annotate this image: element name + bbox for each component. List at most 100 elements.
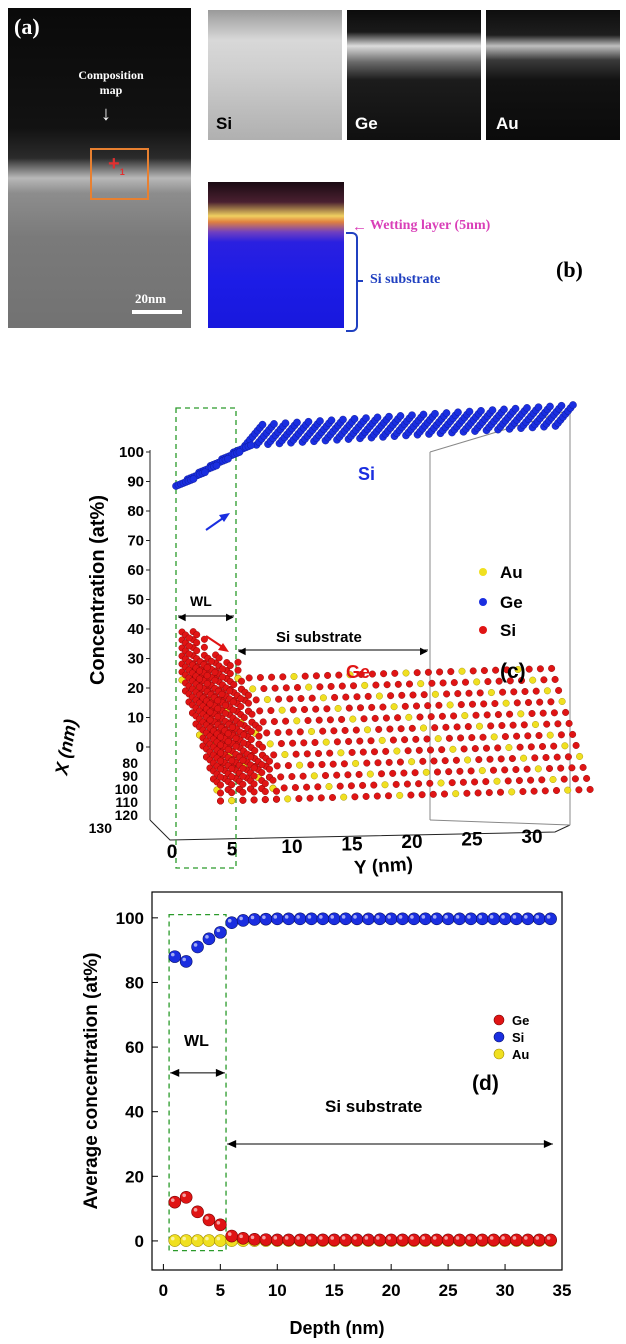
panel-c-z-tick-label: 90: [127, 474, 144, 491]
panel-c-ge-point: [385, 792, 393, 800]
panel-c-ge-point: [568, 764, 576, 772]
panel-c-z-tick-label: 100: [119, 444, 144, 461]
panel-c-si-point: [523, 404, 531, 412]
panel-c-substrate-arrow-right: ▶: [420, 646, 428, 657]
panel-c-ge-point: [484, 678, 492, 686]
ge-tile-label: Ge: [355, 114, 378, 133]
panel-c-si-point: [281, 419, 290, 427]
panel-c-ge-point: [352, 726, 360, 734]
panel-c-ge-point: [318, 761, 326, 769]
panel-c-ge-point: [214, 713, 222, 721]
panel-c-si-point: [362, 414, 370, 422]
panel-c-ge-point: [345, 737, 353, 745]
substrate-label: Si substrate: [370, 272, 441, 287]
panel-c-ge-point: [436, 668, 444, 676]
composition-map-annotation: Composition map: [66, 68, 156, 98]
panel-c-si-point: [511, 404, 520, 413]
panel-c-legend-au: Au: [500, 563, 523, 582]
panel-c-legend-si-marker: [479, 626, 487, 634]
panel-c-au-point: [305, 683, 313, 691]
panel-c-ge-point: [536, 698, 544, 706]
panel-c-z-tick-label: 10: [127, 710, 144, 727]
panel-c-au-point: [561, 742, 569, 750]
panel-c-ge-point: [392, 780, 400, 788]
panel-c-au-point: [402, 669, 410, 677]
panel-c-ge-point: [452, 756, 460, 764]
panel-d-x-tick-label: 20: [382, 1281, 401, 1300]
panel-c-ge-point: [284, 762, 292, 770]
panel-c-si-point: [454, 408, 462, 417]
panel-c-ge-point: [338, 715, 346, 723]
panel-c-ge-point: [214, 705, 222, 713]
panel-c-ge-point: [457, 734, 465, 742]
panel-c-ge-point: [216, 757, 224, 765]
panel-c-ge-point: [501, 733, 509, 741]
panel-c-ge-point: [331, 693, 339, 701]
panel-c-au-point: [473, 678, 481, 686]
panel-d-x-tick-label: 0: [159, 1281, 168, 1300]
panel-c-ge-point: [524, 732, 532, 740]
panel-c-ge-point: [234, 658, 242, 666]
panel-d-si-point: [475, 912, 489, 926]
panel-d-ge-point: [259, 1233, 273, 1246]
down-arrow-icon: ↓: [101, 103, 111, 125]
panel-c-au-point: [340, 793, 348, 801]
panel-c-ge-point: [371, 748, 379, 756]
panel-c-au-point: [337, 749, 345, 757]
panel-c-ge-point: [263, 729, 271, 737]
panel-c-si-point: [247, 441, 255, 450]
substrate-bracket-tick: [357, 280, 363, 282]
panel-c-ge-point: [469, 667, 477, 675]
panel-d-plot-area: [151, 891, 563, 1271]
panel-d-point-highlight: [421, 1236, 426, 1240]
panel-c-ge-point: [401, 736, 409, 744]
panel-c-ge-point: [548, 664, 556, 672]
panel-c-ge-point: [394, 714, 402, 722]
panel-c-ge-point: [419, 757, 427, 765]
panel-c-ge-point: [350, 682, 358, 690]
panel-c-ge-point: [357, 704, 365, 712]
panel-c-ge-point: [226, 687, 234, 695]
panel-d-x-ticks: 0 5 10 15 20 25 30 35: [159, 1264, 571, 1300]
panel-c-au-point: [520, 754, 528, 762]
panel-d-point-highlight: [216, 928, 221, 933]
panel-c-ge-point: [550, 742, 558, 750]
panel-d-wl-label: WL: [184, 1033, 209, 1050]
panel-d-point-highlight: [455, 1236, 460, 1240]
panel-c-ge-point: [409, 691, 417, 699]
panel-c-au-point: [405, 713, 413, 721]
panel-d-ge-point: [430, 1233, 444, 1247]
panel-c-ge-point: [579, 763, 587, 771]
panel-d-au-point: [214, 1234, 227, 1247]
panel-c-ge-point: [495, 677, 503, 685]
panel-c-ge-point: [250, 772, 258, 780]
panel-c-ge-point: [303, 750, 311, 758]
panel-c-ge-point: [398, 691, 406, 699]
panel-c-substrate-arrow-left: ◀: [238, 646, 246, 657]
panel-c-wl-box: [175, 407, 237, 869]
composition-map-box: [90, 148, 149, 200]
panel-d-point-highlight: [182, 957, 186, 962]
panel-c-si-point: [557, 401, 566, 410]
panel-c-ge-point: [445, 734, 453, 742]
panel-c-ge-point: [460, 745, 468, 753]
panel-c-au-point: [290, 673, 298, 681]
panel-c-ge-point: [412, 735, 420, 743]
panel-c-ge-point: [373, 792, 381, 800]
panel-c-ge-point: [240, 731, 248, 739]
panel-c-au-point: [549, 776, 557, 784]
panel-c-ylabel: Concentration (at%): [87, 495, 109, 685]
panel-c-ge-point: [219, 673, 227, 681]
panel-c-ge-point: [258, 761, 266, 769]
panel-c-ge-point: [311, 739, 319, 747]
panel-c-au-point: [366, 770, 374, 778]
panel-c-ge-point: [431, 724, 439, 732]
panel-d-x-tick-label: 25: [439, 1281, 458, 1300]
panel-c-ge-point: [457, 701, 465, 709]
panel-d-point-highlight: [341, 1236, 346, 1240]
panel-c-au-point: [431, 690, 439, 698]
panel-c-ge-point: [299, 772, 307, 780]
panel-c-ge-point: [525, 699, 533, 707]
panel-c-si-point: [465, 407, 474, 416]
panel-c-ge-point: [357, 670, 365, 678]
